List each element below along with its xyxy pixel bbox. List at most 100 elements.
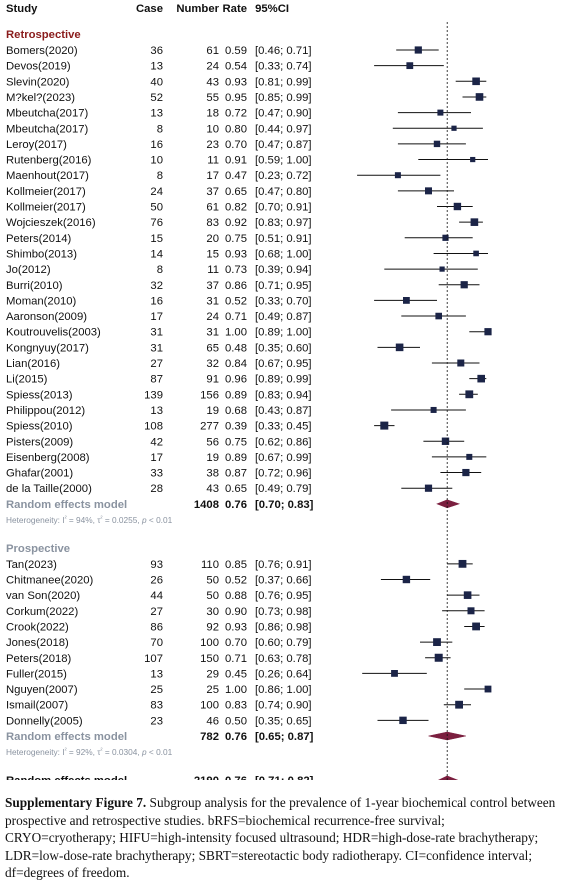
caption-text: Subgroup analysis for the prevalence of …	[5, 795, 556, 880]
study-square	[403, 297, 410, 304]
study-name: Crook(2022)	[6, 621, 69, 633]
study-name: Mbeutcha(2017)	[6, 108, 89, 120]
study-name: Leroy(2017)	[6, 139, 67, 151]
study-name: Jo(2012)	[6, 264, 51, 276]
number-value: 110	[201, 559, 219, 571]
pooled-prospective-ci: [0.65; 0.87]	[255, 731, 314, 743]
pooled-retrospective-rate: 0.76	[225, 499, 247, 511]
study-square	[457, 359, 465, 367]
study-name: Pisters(2009)	[6, 436, 73, 448]
number-value: 83	[206, 217, 219, 229]
case-value: 13	[150, 108, 163, 120]
number-value: 19	[206, 405, 219, 417]
rate-value: 0.68	[225, 405, 247, 417]
number-value: 100	[200, 637, 219, 649]
ci-value: [0.70; 0.91]	[255, 202, 312, 214]
number-value: 29	[206, 668, 219, 680]
study-name: van Son(2020)	[6, 590, 80, 602]
number-value: 30	[206, 606, 219, 618]
study-square	[439, 266, 445, 272]
study-square	[472, 77, 480, 86]
case-value: 25	[150, 684, 163, 696]
case-value: 24	[150, 186, 163, 198]
case-value: 50	[150, 202, 163, 214]
ci-value: [0.37; 0.66]	[255, 575, 312, 587]
number-value: 23	[206, 139, 219, 151]
study-square	[437, 109, 444, 116]
number-value: 17	[206, 170, 219, 182]
study-square	[470, 156, 476, 163]
study-square	[380, 421, 389, 430]
ci-value: [0.43; 0.87]	[255, 405, 312, 417]
number-value: 50	[206, 575, 219, 587]
study-square	[472, 622, 480, 631]
study-name: Kollmeier(2017)	[6, 186, 86, 198]
ci-value: [0.62; 0.86]	[255, 436, 312, 448]
header-rate: Rate	[223, 3, 248, 15]
rate-value: 0.87	[225, 468, 247, 480]
case-value: 13	[150, 61, 163, 73]
study-square	[455, 700, 463, 709]
study-square	[477, 374, 485, 383]
ci-value: [0.47; 0.80]	[255, 186, 312, 198]
case-value: 23	[150, 715, 163, 727]
case-value: 83	[150, 700, 163, 712]
study-square	[467, 607, 475, 615]
number-value: 38	[206, 468, 219, 480]
ci-value: [0.33; 0.74]	[255, 61, 312, 73]
number-value: 50	[206, 590, 219, 602]
rate-value: 0.96	[225, 374, 247, 386]
heterogeneity-retrospective: Heterogeneity: I² = 94%, τ² = 0.0255, p …	[6, 515, 173, 525]
number-value: 24	[206, 311, 219, 323]
rate-value: 1.00	[225, 684, 247, 696]
rate-value: 0.89	[225, 452, 247, 464]
case-value: 17	[150, 311, 163, 323]
number-value: 61	[206, 45, 219, 57]
study-name: Slevin(2020)	[6, 76, 70, 88]
study-name: Shimbo(2013)	[6, 248, 77, 260]
case-value: 28	[150, 483, 163, 495]
case-value: 8	[157, 123, 163, 135]
number-value: 18	[206, 108, 219, 120]
ci-value: [0.86; 1.00]	[255, 684, 312, 696]
case-value: 14	[150, 248, 163, 260]
pooled-overall-label: Random effects model	[6, 775, 127, 780]
ci-value: [0.67; 0.99]	[255, 452, 312, 464]
ci-value: [0.85; 0.99]	[255, 92, 312, 104]
ci-value: [0.46; 0.71]	[255, 45, 312, 57]
study-square	[470, 218, 479, 226]
number-value: 24	[206, 61, 219, 73]
rate-value: 0.93	[225, 76, 247, 88]
header-study: Study	[6, 3, 38, 15]
ci-value: [0.89; 1.00]	[255, 327, 312, 339]
study-square	[462, 468, 470, 477]
number-value: 277	[200, 421, 219, 433]
case-value: 76	[150, 217, 163, 229]
study-name: Rutenberg(2016)	[6, 155, 92, 167]
ci-value: [0.81; 0.99]	[255, 76, 312, 88]
study-square	[475, 93, 484, 101]
study-square	[484, 328, 492, 336]
ci-value: [0.76; 0.95]	[255, 590, 312, 602]
case-value: 17	[150, 452, 163, 464]
rate-value: 0.52	[225, 575, 247, 587]
study-name: Spiess(2010)	[6, 421, 73, 433]
ci-value: [0.83; 0.94]	[255, 389, 312, 401]
study-name: de la Taille(2000)	[6, 483, 92, 495]
ci-value: [0.49; 0.87]	[255, 311, 312, 323]
ci-value: [0.26; 0.64]	[255, 668, 312, 680]
ci-value: [0.71; 0.95]	[255, 280, 312, 292]
case-value: 32	[150, 280, 163, 292]
study-name: Ghafar(2001)	[6, 468, 73, 480]
number-value: 91	[206, 374, 219, 386]
case-value: 107	[144, 653, 163, 665]
rate-value: 0.93	[225, 248, 247, 260]
study-name: Maenhout(2017)	[6, 170, 89, 182]
number-value: 100	[200, 700, 219, 712]
study-name: Devos(2019)	[6, 61, 71, 73]
study-square	[465, 390, 474, 399]
number-value: 92	[206, 621, 219, 633]
study-square	[434, 653, 443, 662]
pooled-prospective-label: Random effects model	[6, 731, 127, 743]
study-square	[458, 559, 467, 568]
